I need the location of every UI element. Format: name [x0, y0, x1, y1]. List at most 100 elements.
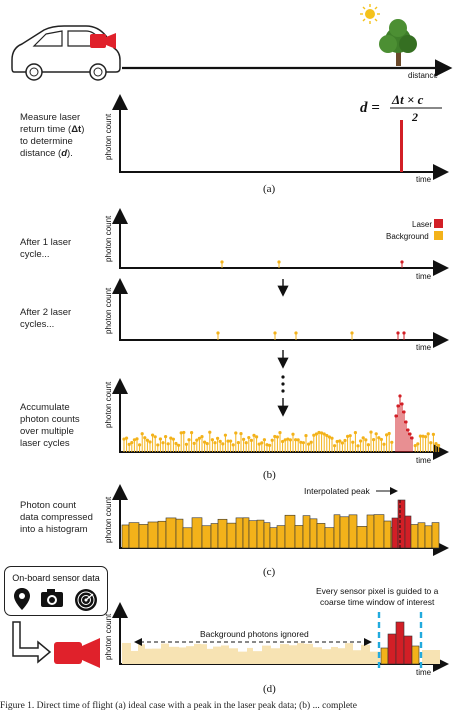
b3-background-photon-head: [343, 438, 347, 443]
histogram-background-bin: [147, 521, 159, 549]
b3-background-photon-head: [161, 441, 165, 445]
b3-background-photon-head: [221, 442, 225, 446]
b3-background-photon-head: [346, 434, 350, 438]
histogram-background-bin: [128, 522, 140, 549]
faded-background-bin: [271, 648, 280, 664]
b3-background-photon-head: [252, 433, 256, 437]
b3-background-photon-head: [132, 438, 136, 442]
histogram-background-bin: [410, 524, 419, 549]
b3-laser-photon-head: [410, 436, 414, 440]
b3-background-photon-head: [429, 441, 433, 445]
b3-background-photon-head: [268, 443, 272, 447]
panel-b2-ylabel: photon count: [104, 287, 113, 334]
faded-background-bin: [331, 646, 338, 664]
b3-background-photon-head: [177, 443, 181, 447]
faded-background-bin: [169, 646, 179, 664]
b3-background-photon-head: [192, 441, 196, 445]
b3-background-photon-head: [296, 438, 300, 442]
panel-b3-ylabel: photon count: [104, 381, 113, 428]
b2-background-photon-head: [294, 331, 298, 335]
b3-background-photon-head: [366, 443, 370, 447]
panel-b-caption: (b): [263, 469, 276, 481]
b3-background-photon-head: [307, 442, 311, 446]
b3-background-photon-head: [255, 435, 259, 439]
b3-background-photon-head: [231, 443, 235, 447]
equation-denominator: 2: [411, 110, 418, 124]
histogram-background-bin: [284, 514, 296, 549]
histogram-background-bin: [138, 524, 149, 549]
b3-background-photon-head: [239, 432, 243, 436]
measure-line4: distance (: [20, 148, 62, 159]
after1-text: After 1 laser cycle...: [20, 237, 71, 261]
hook-arrow-icon: [12, 621, 52, 664]
b3-background-photon-head: [242, 437, 246, 442]
b3-background-photon-head: [275, 435, 279, 439]
b3-background-photon-head: [226, 439, 230, 443]
b3-background-photon-head: [213, 441, 217, 445]
histogram-background-bin: [417, 522, 426, 549]
legend-laser-label: Laser: [412, 220, 432, 229]
onboard-sensor-title: On-board sensor data: [12, 573, 100, 583]
histogram-background-bin: [309, 518, 318, 549]
legend-laser-swatch: [434, 219, 443, 228]
faded-background-bin: [297, 643, 304, 664]
faded-background-bin: [370, 651, 380, 664]
b3-laser-photon-head: [406, 428, 410, 432]
faded-background-bin: [152, 648, 161, 664]
b3-background-photon-head: [229, 439, 233, 443]
faded-background-bin: [179, 647, 186, 664]
b3-background-photon-head: [286, 437, 290, 441]
faded-background-bin: [322, 649, 331, 664]
b3-background-photon-head: [281, 439, 285, 444]
b3-background-photon-head: [210, 438, 214, 442]
window-bin: [411, 645, 420, 665]
ignored-label-bg: [196, 628, 334, 640]
measure-line2: return time (: [20, 124, 72, 135]
b3-background-photon-head: [320, 431, 324, 435]
histogram-line3: into a histogram: [20, 524, 88, 535]
histogram-background-bin: [165, 517, 177, 549]
b3-background-photon-head: [317, 430, 321, 435]
histogram-background-bin: [210, 523, 219, 549]
b3-background-photon-head: [390, 440, 394, 444]
b3-background-photon-head: [171, 437, 175, 441]
faded-background-bin: [238, 651, 247, 664]
b3-background-photon-head: [130, 440, 134, 445]
b3-background-photon-head: [265, 443, 269, 447]
b3-background-photon-head: [187, 438, 191, 442]
b2-background-photon-head: [216, 331, 220, 335]
panel-b2-photons: [216, 331, 406, 340]
faded-background-bin: [138, 644, 145, 664]
b3-background-photon-head: [148, 440, 152, 444]
b3-background-photon-head: [247, 435, 251, 440]
histogram-background-bin: [157, 520, 167, 549]
histogram-background-bin: [333, 514, 341, 549]
b3-laser-photon-head: [398, 394, 402, 398]
accumulate-line1: Accumulate: [20, 402, 70, 413]
histogram-background-bin: [373, 514, 385, 549]
b3-background-photon-head: [299, 440, 303, 444]
b3-background-photon-head: [283, 438, 287, 442]
histogram-laser-bin: [397, 499, 406, 549]
b3-background-photon-head: [327, 435, 331, 439]
b3-background-photon-head: [369, 430, 373, 434]
b3-background-photon-head: [338, 439, 342, 443]
b3-background-photon-head: [361, 436, 365, 440]
histogram-background-bin: [263, 522, 271, 549]
b3-background-photon-head: [135, 437, 139, 441]
window-annotation-line1: Every sensor pixel is guided to a: [316, 586, 439, 596]
measure-line3: to determine: [20, 136, 73, 147]
panel-d-histogram: [122, 621, 440, 665]
b3-background-photon-head: [262, 438, 266, 442]
measure-d: d: [61, 148, 67, 159]
b2-background-photon-head: [350, 331, 354, 335]
b3-background-photon-head: [351, 440, 355, 444]
b3-background-photon-head: [437, 443, 441, 448]
ellipsis-dots: [281, 375, 285, 393]
b3-background-photon-head: [377, 436, 381, 440]
histogram-background-bin: [356, 526, 368, 549]
b2-laser-photon-head: [396, 331, 400, 335]
b3-background-photon-head: [208, 430, 212, 434]
ignored-arrow-left-head: [134, 638, 142, 646]
faded-background-bin: [161, 643, 169, 664]
